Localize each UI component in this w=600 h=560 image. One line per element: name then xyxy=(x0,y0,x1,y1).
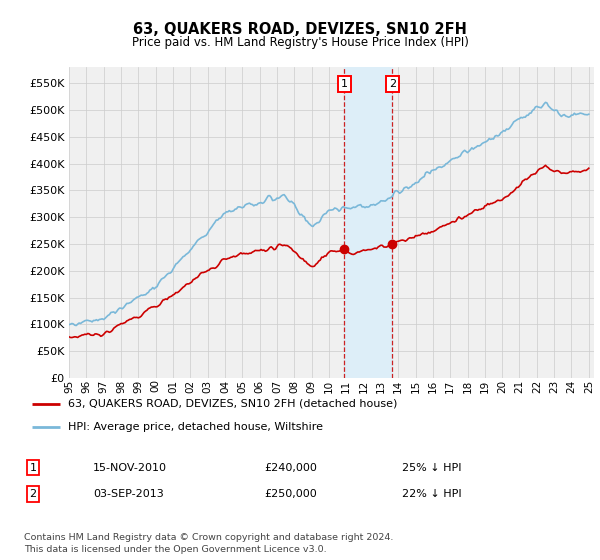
Text: £240,000: £240,000 xyxy=(264,463,317,473)
Text: Price paid vs. HM Land Registry's House Price Index (HPI): Price paid vs. HM Land Registry's House … xyxy=(131,36,469,49)
Text: 15-NOV-2010: 15-NOV-2010 xyxy=(93,463,167,473)
Text: 63, QUAKERS ROAD, DEVIZES, SN10 2FH: 63, QUAKERS ROAD, DEVIZES, SN10 2FH xyxy=(133,22,467,38)
Text: 2: 2 xyxy=(389,80,396,89)
Text: 1: 1 xyxy=(341,80,347,89)
Text: 25% ↓ HPI: 25% ↓ HPI xyxy=(402,463,461,473)
Text: 2: 2 xyxy=(29,489,37,499)
Text: £250,000: £250,000 xyxy=(264,489,317,499)
Text: 22% ↓ HPI: 22% ↓ HPI xyxy=(402,489,461,499)
Text: 1: 1 xyxy=(29,463,37,473)
Text: 63, QUAKERS ROAD, DEVIZES, SN10 2FH (detached house): 63, QUAKERS ROAD, DEVIZES, SN10 2FH (det… xyxy=(68,399,398,409)
Text: 03-SEP-2013: 03-SEP-2013 xyxy=(93,489,164,499)
Bar xyxy=(344,67,392,378)
Text: Contains HM Land Registry data © Crown copyright and database right 2024.
This d: Contains HM Land Registry data © Crown c… xyxy=(24,533,394,554)
Text: HPI: Average price, detached house, Wiltshire: HPI: Average price, detached house, Wilt… xyxy=(68,422,323,432)
